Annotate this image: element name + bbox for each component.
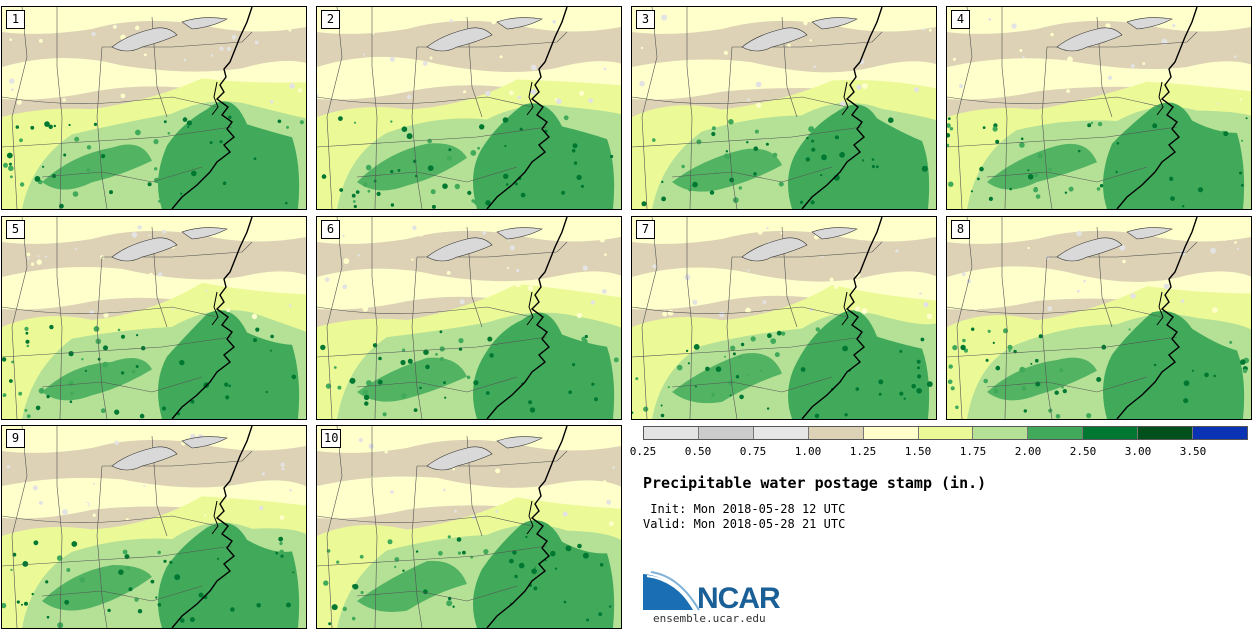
map-panel: 10 [316, 425, 622, 629]
precipitable-water-map [2, 7, 306, 209]
map-panel: 2 [316, 6, 622, 210]
precipitable-water-map [2, 426, 306, 628]
colorbar-tick-label: 1.50 [904, 445, 932, 458]
member-label: 4 [951, 10, 970, 29]
chart-title: Precipitable water postage stamp (in.) [643, 474, 987, 492]
colorbar-bin [973, 427, 1029, 439]
colorbar-bin [1193, 427, 1247, 439]
precipitable-water-map [317, 217, 621, 419]
colorbar-tick-label: 2.50 [1069, 445, 1097, 458]
colorbar-tick-label: 1.25 [849, 445, 877, 458]
colorbar-tick-label: 1.00 [794, 445, 822, 458]
colorbar-bin [863, 427, 919, 439]
colorbar-bin [918, 427, 974, 439]
colorbar-tick-label: 3.50 [1179, 445, 1207, 458]
member-label: 8 [951, 220, 970, 239]
member-label: 5 [6, 220, 25, 239]
colorbar-tick-label: 0.50 [684, 445, 712, 458]
member-label: 10 [321, 429, 342, 448]
map-panel: 4 [946, 6, 1252, 210]
colorbar-ticks: 0.25 0.50 0.75 1.00 1.25 1.50 1.75 2.00 2.50 3.00… [630, 445, 1248, 459]
colorbar-bin [644, 427, 699, 439]
map-panel: 9 [1, 425, 307, 629]
member-label: 6 [321, 220, 340, 239]
colorbar-bin [1028, 427, 1084, 439]
precipitable-water-map [2, 217, 306, 419]
source-url: ensemble.ucar.edu [653, 612, 766, 625]
ncar-logo-text: NCAR [697, 582, 781, 615]
member-label: 3 [636, 10, 655, 29]
colorbar-bin [698, 427, 754, 439]
init-time: Init: Mon 2018-05-28 12 UTC [643, 502, 846, 516]
map-panel: 3 [631, 6, 937, 210]
colorbar-bin [1138, 427, 1194, 439]
precipitable-water-map [632, 217, 936, 419]
member-label: 2 [321, 10, 340, 29]
precipitable-water-map [632, 7, 936, 209]
map-panel: 1 [1, 6, 307, 210]
colorbar-tick-label: 2.00 [1014, 445, 1042, 458]
precipitable-water-map [947, 217, 1251, 419]
map-panel: 5 [1, 216, 307, 420]
member-label: 7 [636, 220, 655, 239]
member-label: 1 [6, 10, 25, 29]
colorbar-bin [1083, 427, 1139, 439]
colorbar-tick-label: 1.75 [959, 445, 987, 458]
map-panel: 6 [316, 216, 622, 420]
colorbar-tick-label: 0.25 [629, 445, 657, 458]
map-panel: 8 [946, 216, 1252, 420]
colorbar-bin [753, 427, 809, 439]
member-label: 9 [6, 429, 25, 448]
map-panel: 7 [631, 216, 937, 420]
valid-time: Valid: Mon 2018-05-28 21 UTC [643, 517, 846, 531]
precipitable-water-map [317, 426, 621, 628]
colorbar [643, 426, 1248, 440]
colorbar-tick-label: 0.75 [739, 445, 767, 458]
precipitable-water-map [947, 7, 1251, 209]
colorbar-tick-label: 3.00 [1124, 445, 1152, 458]
ncar-logo-icon [643, 571, 700, 611]
precipitable-water-map [317, 7, 621, 209]
colorbar-bin [808, 427, 864, 439]
